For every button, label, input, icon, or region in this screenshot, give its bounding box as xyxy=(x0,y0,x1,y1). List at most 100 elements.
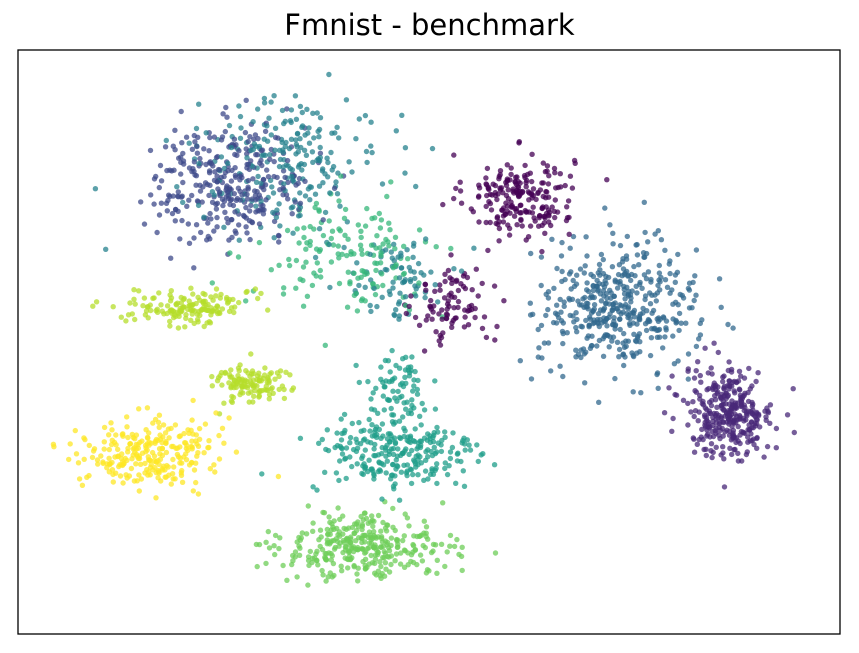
scatter-point-class-4 xyxy=(270,209,276,216)
scatter-point-class-5 xyxy=(415,440,421,446)
scatter-point-class-0 xyxy=(436,311,442,317)
scatter-point-class-1 xyxy=(732,390,738,396)
scatter-point-class-5 xyxy=(347,434,354,441)
scatter-point-class-6 xyxy=(384,193,390,200)
scatter-point-class-3 xyxy=(662,247,668,253)
scatter-point-class-2 xyxy=(177,236,183,242)
scatter-point-class-1 xyxy=(726,401,732,407)
scatter-point-class-1 xyxy=(745,426,751,433)
scatter-point-class-2 xyxy=(189,192,195,199)
scatter-point-class-3 xyxy=(620,309,626,315)
scatter-point-class-7 xyxy=(338,563,344,569)
scatter-point-class-3 xyxy=(530,311,536,317)
scatter-point-class-7 xyxy=(299,530,305,536)
scatter-point-class-4 xyxy=(236,237,242,243)
scatter-point-class-2 xyxy=(243,224,249,230)
points-layer xyxy=(50,71,797,588)
scatter-point-class-2 xyxy=(231,191,237,197)
scatter-point-class-7 xyxy=(272,532,279,539)
scatter-point-class-0 xyxy=(445,267,452,274)
scatter-point-class-3 xyxy=(628,277,634,284)
scatter-point-class-5 xyxy=(404,468,410,474)
scatter-point-class-3 xyxy=(662,277,669,283)
scatter-point-class-1 xyxy=(666,385,672,391)
scatter-point-class-6 xyxy=(377,225,384,231)
scatter-point-class-0 xyxy=(406,303,412,310)
scatter-point-class-5 xyxy=(467,447,474,453)
scatter-point-class-5 xyxy=(418,422,424,428)
scatter-point-class-2 xyxy=(249,196,255,202)
scatter-point-class-2 xyxy=(191,235,197,241)
scatter-point-class-5 xyxy=(434,461,440,467)
scatter-point-class-7 xyxy=(348,534,354,540)
scatter-point-class-5 xyxy=(338,437,345,443)
scatter-point-class-8 xyxy=(277,368,284,374)
scatter-point-class-9 xyxy=(148,461,154,468)
scatter-point-class-4 xyxy=(334,124,340,130)
scatter-point-class-5 xyxy=(380,433,386,439)
scatter-point-class-5 xyxy=(385,397,392,403)
scatter-point-class-2 xyxy=(164,167,170,174)
scatter-point-class-1 xyxy=(699,400,705,407)
scatter-point-class-3 xyxy=(616,354,622,360)
scatter-point-class-0 xyxy=(492,189,498,196)
scatter-point-class-3 xyxy=(676,327,682,334)
scatter-point-class-4 xyxy=(244,155,250,161)
scatter-point-class-9 xyxy=(109,427,115,433)
scatter-point-class-7 xyxy=(402,548,408,554)
scatter-point-class-5 xyxy=(368,396,374,402)
scatter-point-class-3 xyxy=(642,296,648,303)
scatter-point-class-9 xyxy=(121,460,127,466)
scatter-point-class-6 xyxy=(379,271,385,277)
scatter-point-class-1 xyxy=(765,408,771,414)
scatter-point-class-3 xyxy=(683,320,689,326)
scatter-point-class-0 xyxy=(558,184,564,190)
scatter-point-class-2 xyxy=(221,173,227,180)
scatter-point-class-8 xyxy=(237,362,243,368)
scatter-point-class-6 xyxy=(355,222,361,228)
scatter-point-class-9 xyxy=(135,441,141,448)
scatter-point-class-7 xyxy=(434,557,440,563)
scatter-point-class-2 xyxy=(233,174,239,180)
scatter-point-class-4 xyxy=(363,148,370,155)
scatter-point-class-9 xyxy=(149,449,156,456)
scatter-point-class-5 xyxy=(390,412,397,418)
scatter-point-class-5 xyxy=(421,407,428,413)
scatter-point-class-3 xyxy=(621,344,628,350)
scatter-point-class-9 xyxy=(157,436,164,442)
scatter-point-class-3 xyxy=(636,262,642,268)
scatter-point-class-5 xyxy=(360,463,366,469)
scatter-point-class-9 xyxy=(163,440,169,446)
scatter-point-class-3 xyxy=(583,349,589,355)
scatter-point-class-2 xyxy=(198,229,204,236)
scatter-point-class-0 xyxy=(506,225,513,232)
scatter-point-class-5 xyxy=(450,430,456,436)
scatter-point-class-4 xyxy=(471,245,477,251)
scatter-point-class-9 xyxy=(160,463,167,469)
scatter-point-class-3 xyxy=(604,323,610,329)
scatter-point-class-1 xyxy=(709,371,715,377)
scatter-point-class-7 xyxy=(347,540,354,546)
scatter-point-class-3 xyxy=(602,205,608,211)
scatter-point-class-3 xyxy=(551,285,557,291)
scatter-point-class-3 xyxy=(596,323,602,330)
scatter-point-class-5 xyxy=(347,454,353,460)
scatter-point-class-4 xyxy=(320,180,326,186)
scatter-point-class-4 xyxy=(343,97,350,103)
scatter-point-class-2 xyxy=(260,176,267,183)
scatter-point-class-3 xyxy=(654,316,660,322)
scatter-point-class-7 xyxy=(323,551,330,557)
scatter-point-class-1 xyxy=(742,405,748,411)
scatter-point-class-2 xyxy=(244,196,251,202)
scatter-point-class-8 xyxy=(132,301,138,307)
scatter-point-class-4 xyxy=(267,152,273,158)
scatter-point-class-1 xyxy=(713,444,719,450)
scatter-point-class-4 xyxy=(288,107,295,113)
scatter-point-class-1 xyxy=(691,375,698,381)
scatter-point-class-5 xyxy=(371,452,377,459)
scatter-point-class-1 xyxy=(669,373,675,379)
scatter-point-class-3 xyxy=(623,338,629,344)
scatter-point-class-8 xyxy=(252,387,258,394)
scatter-point-class-4 xyxy=(238,125,244,131)
scatter-point-class-5 xyxy=(431,429,437,436)
